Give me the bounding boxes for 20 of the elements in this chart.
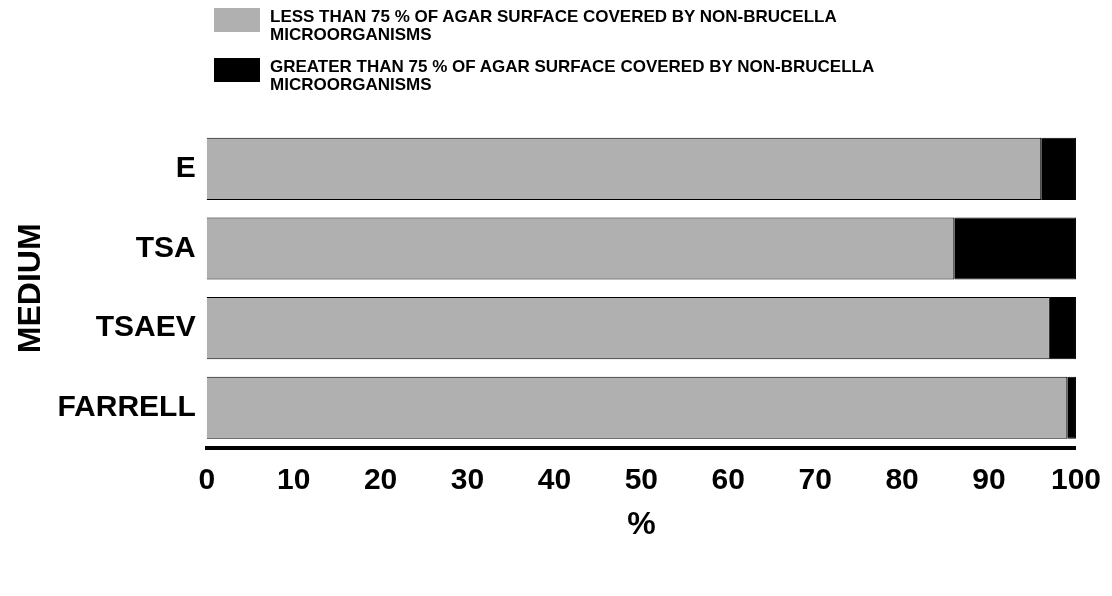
x-tick-label: 30 <box>450 461 485 495</box>
x-tick-label: 0 <box>198 461 216 495</box>
x-tick-label: 80 <box>885 461 919 495</box>
y-tick-label: FARRELL <box>57 389 196 423</box>
x-tick-label: 50 <box>624 461 659 495</box>
x-tick-label: 60 <box>711 461 745 495</box>
y-axis-title: MEDIUM <box>11 223 48 354</box>
x-tick-label: 20 <box>363 461 398 495</box>
x-tick-label: 10 <box>276 461 311 495</box>
y-tick-label: TSA <box>135 229 196 263</box>
y-tick-label: E <box>175 150 196 184</box>
x-axis-title: % <box>627 504 656 541</box>
bar <box>954 217 1076 280</box>
y-tick-label: TSAEV <box>95 309 196 343</box>
x-tick-label: 100 <box>1050 461 1101 495</box>
legend-label: GREATER THAN 75 % OF AGAR SURFACE COVERED BY NON-BRUCELLA MICROORGANISMS <box>270 57 875 94</box>
x-tick-label: 40 <box>537 461 572 495</box>
x-tick-label: 70 <box>798 461 832 495</box>
legend-label: LESS THAN 75 % OF AGAR SURFACE COVERED BY NON-BRUCELLA MICROORGANISMS <box>270 7 838 44</box>
x-tick-label: 90 <box>972 461 1006 495</box>
